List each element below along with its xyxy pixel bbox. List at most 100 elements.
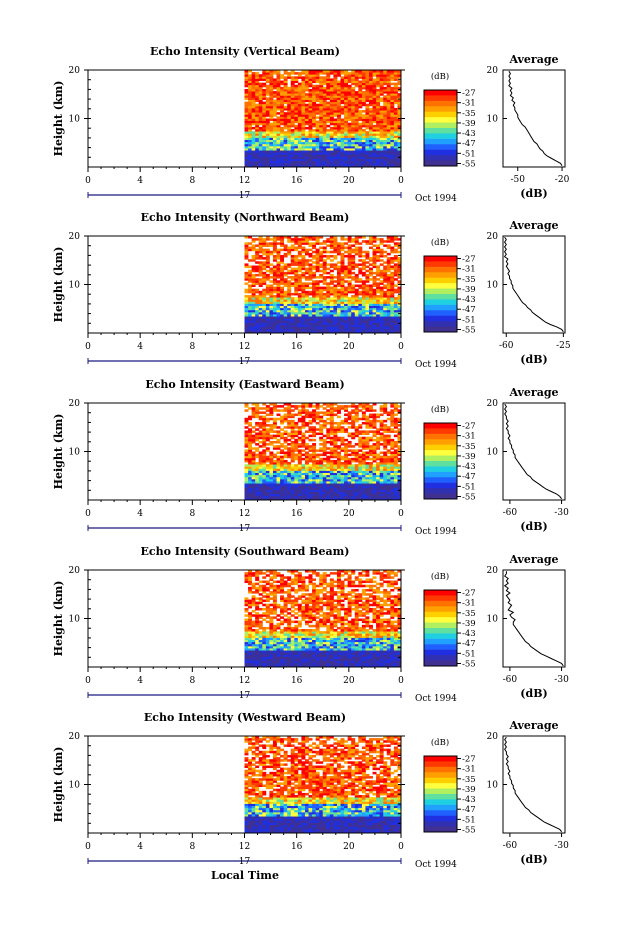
heat-cell (379, 88, 384, 92)
heat-cell (251, 265, 256, 269)
heat-cell (361, 76, 366, 79)
heat-cell (304, 309, 309, 313)
heat-cell (280, 238, 285, 241)
heat-cell (351, 145, 356, 149)
heat-cell (376, 88, 381, 92)
heat-cell (255, 154, 260, 157)
heat-cell (248, 139, 253, 143)
heat-cell (397, 495, 402, 499)
heat-cell (304, 468, 309, 471)
heat-cell (283, 495, 288, 499)
heat-cell (372, 156, 377, 159)
heat-cell (294, 156, 299, 159)
heat-cell (354, 143, 359, 147)
heat-cell (308, 124, 313, 128)
heat-cell (347, 74, 352, 77)
heat-cell (308, 80, 313, 84)
heat-cell (276, 248, 281, 252)
heat-cell (297, 322, 302, 325)
heat-cell (340, 318, 345, 321)
heat-cell (276, 133, 281, 136)
heat-cell (301, 118, 306, 122)
heat-cell (351, 472, 356, 476)
heat-cell (244, 120, 249, 124)
heat-cell (383, 470, 388, 473)
heat-cell (354, 120, 359, 124)
heat-cell (386, 156, 391, 159)
heat-cell (283, 318, 288, 321)
heat-cell (333, 236, 338, 239)
heat-cell (276, 320, 281, 323)
heat-cell (386, 468, 391, 471)
heat-cell (365, 97, 370, 100)
heat-cell (354, 133, 359, 136)
heat-cell (344, 95, 349, 98)
heat-cell (290, 160, 295, 164)
heat-cell (297, 242, 302, 245)
heat-cell (290, 101, 295, 105)
heat-cell (351, 78, 356, 81)
heat-cell (372, 322, 377, 325)
heat-cell (326, 470, 331, 473)
heat-cell (297, 91, 302, 94)
heat-cell (358, 301, 363, 304)
heat-cell (372, 470, 377, 473)
heat-cell (390, 481, 395, 484)
heat-cell (390, 78, 395, 81)
heat-cell (251, 326, 256, 330)
heat-cell (322, 141, 327, 145)
heat-cell (340, 438, 345, 442)
heat-cell (386, 440, 391, 444)
heat-cell (287, 464, 292, 467)
heat-cell (272, 436, 277, 440)
heat-cell (262, 481, 267, 484)
heat-cell (301, 95, 306, 98)
heat-cell (301, 112, 306, 115)
heat-cell (304, 292, 309, 296)
heat-cell (297, 487, 302, 490)
heat-cell (376, 107, 381, 111)
heat-cell (376, 301, 381, 304)
heat-cell (383, 116, 388, 119)
heat-cell (336, 309, 341, 313)
heat-cell (322, 449, 327, 452)
heat-cell (358, 116, 363, 119)
heat-cell (397, 95, 402, 98)
heat-cell (301, 472, 306, 476)
heat-cell (319, 164, 324, 168)
heat-cell (386, 107, 391, 111)
heat-cell (312, 495, 317, 499)
heat-cell (347, 489, 352, 492)
heat-cell (251, 133, 256, 136)
heat-cell (383, 497, 388, 501)
heat-cell (383, 295, 388, 298)
heat-cell (336, 487, 341, 490)
heat-cell (319, 93, 324, 96)
heat-cell (280, 322, 285, 325)
colorbar-tick-label: -31 (462, 265, 476, 275)
avg-x-label: (dB) (520, 187, 547, 200)
heat-cell (393, 129, 398, 132)
heat-cell (351, 295, 356, 298)
heat-cell (379, 436, 384, 440)
heat-cell (312, 292, 317, 296)
heat-cell (255, 434, 260, 438)
heat-cell (290, 95, 295, 98)
heat-cell (269, 288, 274, 292)
heat-cell (255, 80, 260, 84)
heat-cell (255, 122, 260, 126)
heat-cell (262, 438, 267, 442)
heat-cell (312, 318, 317, 321)
heat-cell (386, 303, 391, 306)
heat-cell (376, 101, 381, 105)
heat-cell (244, 91, 249, 94)
heat-cell (365, 126, 370, 130)
heat-cell (322, 447, 327, 450)
heat-cell (304, 74, 309, 77)
heat-cell (269, 440, 274, 444)
heat-cell (333, 466, 338, 469)
heat-cell (255, 491, 260, 495)
heat-cell (383, 72, 388, 75)
heat-cell (372, 443, 377, 446)
heat-cell (290, 139, 295, 143)
